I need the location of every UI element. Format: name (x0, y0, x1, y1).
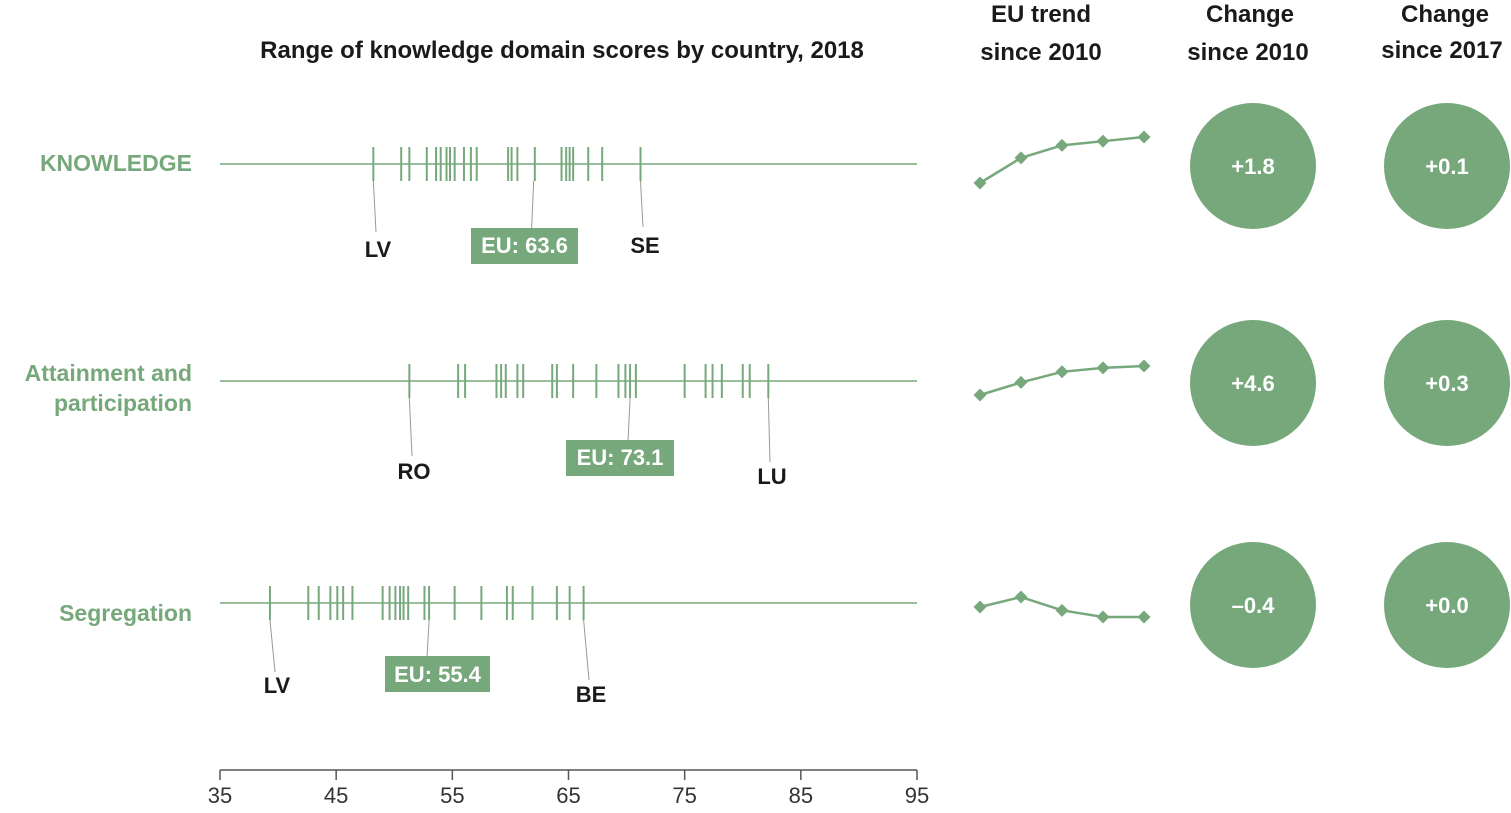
min-leader-line (372, 180, 377, 233)
x-tick-label: 95 (905, 783, 929, 808)
change-2010-circle (1190, 542, 1316, 668)
eu-trend-point (973, 176, 987, 190)
eu-trend-point (1014, 375, 1028, 389)
min-country-label: RO (398, 459, 431, 484)
change-2017-value: +0.1 (1425, 154, 1468, 179)
header-change2017-line2: since 2017 (1381, 37, 1502, 64)
min-country-label: LV (264, 673, 291, 698)
header-change2010-line2: since 2010 (1187, 39, 1308, 66)
x-tick-label: 45 (324, 783, 348, 808)
eu-average-box (385, 656, 490, 692)
eu-trend-point (1137, 610, 1151, 624)
eu-average-label: EU: 55.4 (394, 662, 482, 687)
change-2017-value: +0.3 (1425, 371, 1468, 396)
row-label: KNOWLEDGE (40, 150, 192, 176)
header-trend-line1: EU trend (991, 1, 1091, 28)
max-country-label: SE (630, 233, 659, 258)
max-leader-line (640, 180, 644, 228)
x-tick-label: 35 (208, 783, 232, 808)
eu-average-label: EU: 63.6 (481, 233, 568, 258)
row-label: participation (54, 390, 192, 416)
eu-trend-point (1055, 138, 1069, 152)
domain-row-0: KNOWLEDGE LV SE EU: 63.6 +1.8 +0.1 (40, 103, 1510, 264)
change-2010-value: +4.6 (1231, 371, 1274, 396)
eu-trend-point (1055, 603, 1069, 617)
eu-leader-line (627, 397, 631, 441)
eu-trend-point (1055, 365, 1069, 379)
eu-trend-point (1014, 590, 1028, 604)
row-label: Attainment and (25, 360, 192, 386)
eu-leader-line (531, 180, 535, 229)
eu-trend-point (1014, 151, 1028, 165)
eu-average-box (471, 228, 578, 264)
rows-layer: KNOWLEDGE LV SE EU: 63.6 +1.8 +0.1 Attainment … (25, 103, 1510, 707)
row-label: Segregation (59, 600, 192, 626)
x-tick-label: 85 (789, 783, 813, 808)
header-change2017-line1: Change (1401, 1, 1489, 28)
x-axis: 35 45 55 65 75 85 95 (208, 769, 929, 808)
eu-trend-point (1096, 134, 1110, 148)
eu-trend-point (1096, 361, 1110, 375)
min-country-label: LV (365, 237, 392, 262)
header-trend-line2: since 2010 (980, 39, 1101, 66)
header-change2010-line1: Change (1206, 1, 1294, 28)
max-country-label: LU (757, 464, 786, 489)
eu-trend-point (1096, 610, 1110, 624)
max-leader-line (767, 397, 771, 463)
change-2010-value: +1.8 (1231, 154, 1274, 179)
max-leader-line (583, 619, 590, 681)
domain-row-1: Attainment and participation RO LU EU: 73.1 +… (25, 320, 1510, 489)
change-2010-circle (1190, 103, 1316, 229)
x-tick-label: 75 (672, 783, 696, 808)
chart-title: Range of knowledge domain scores by coun… (260, 37, 864, 64)
change-2017-circle (1384, 320, 1510, 446)
eu-average-label: EU: 73.1 (577, 445, 664, 470)
change-2010-circle (1190, 320, 1316, 446)
eu-leader-line (426, 619, 430, 657)
x-tick-label: 55 (440, 783, 464, 808)
domain-row-2: Segregation LV BE EU: 55.4 –0.4 +0.0 (59, 542, 1510, 707)
min-leader-line (408, 397, 413, 457)
eu-trend-point (973, 600, 987, 614)
min-leader-line (269, 619, 276, 673)
eu-trend-point (973, 388, 987, 402)
max-country-label: BE (576, 682, 607, 707)
eu-trend-point (1137, 359, 1151, 373)
change-2017-circle (1384, 542, 1510, 668)
eu-trend-point (1137, 130, 1151, 144)
change-2010-value: –0.4 (1232, 593, 1276, 618)
change-2017-circle (1384, 103, 1510, 229)
x-tick-label: 65 (556, 783, 580, 808)
eu-average-box (566, 440, 674, 476)
change-2017-value: +0.0 (1425, 593, 1468, 618)
